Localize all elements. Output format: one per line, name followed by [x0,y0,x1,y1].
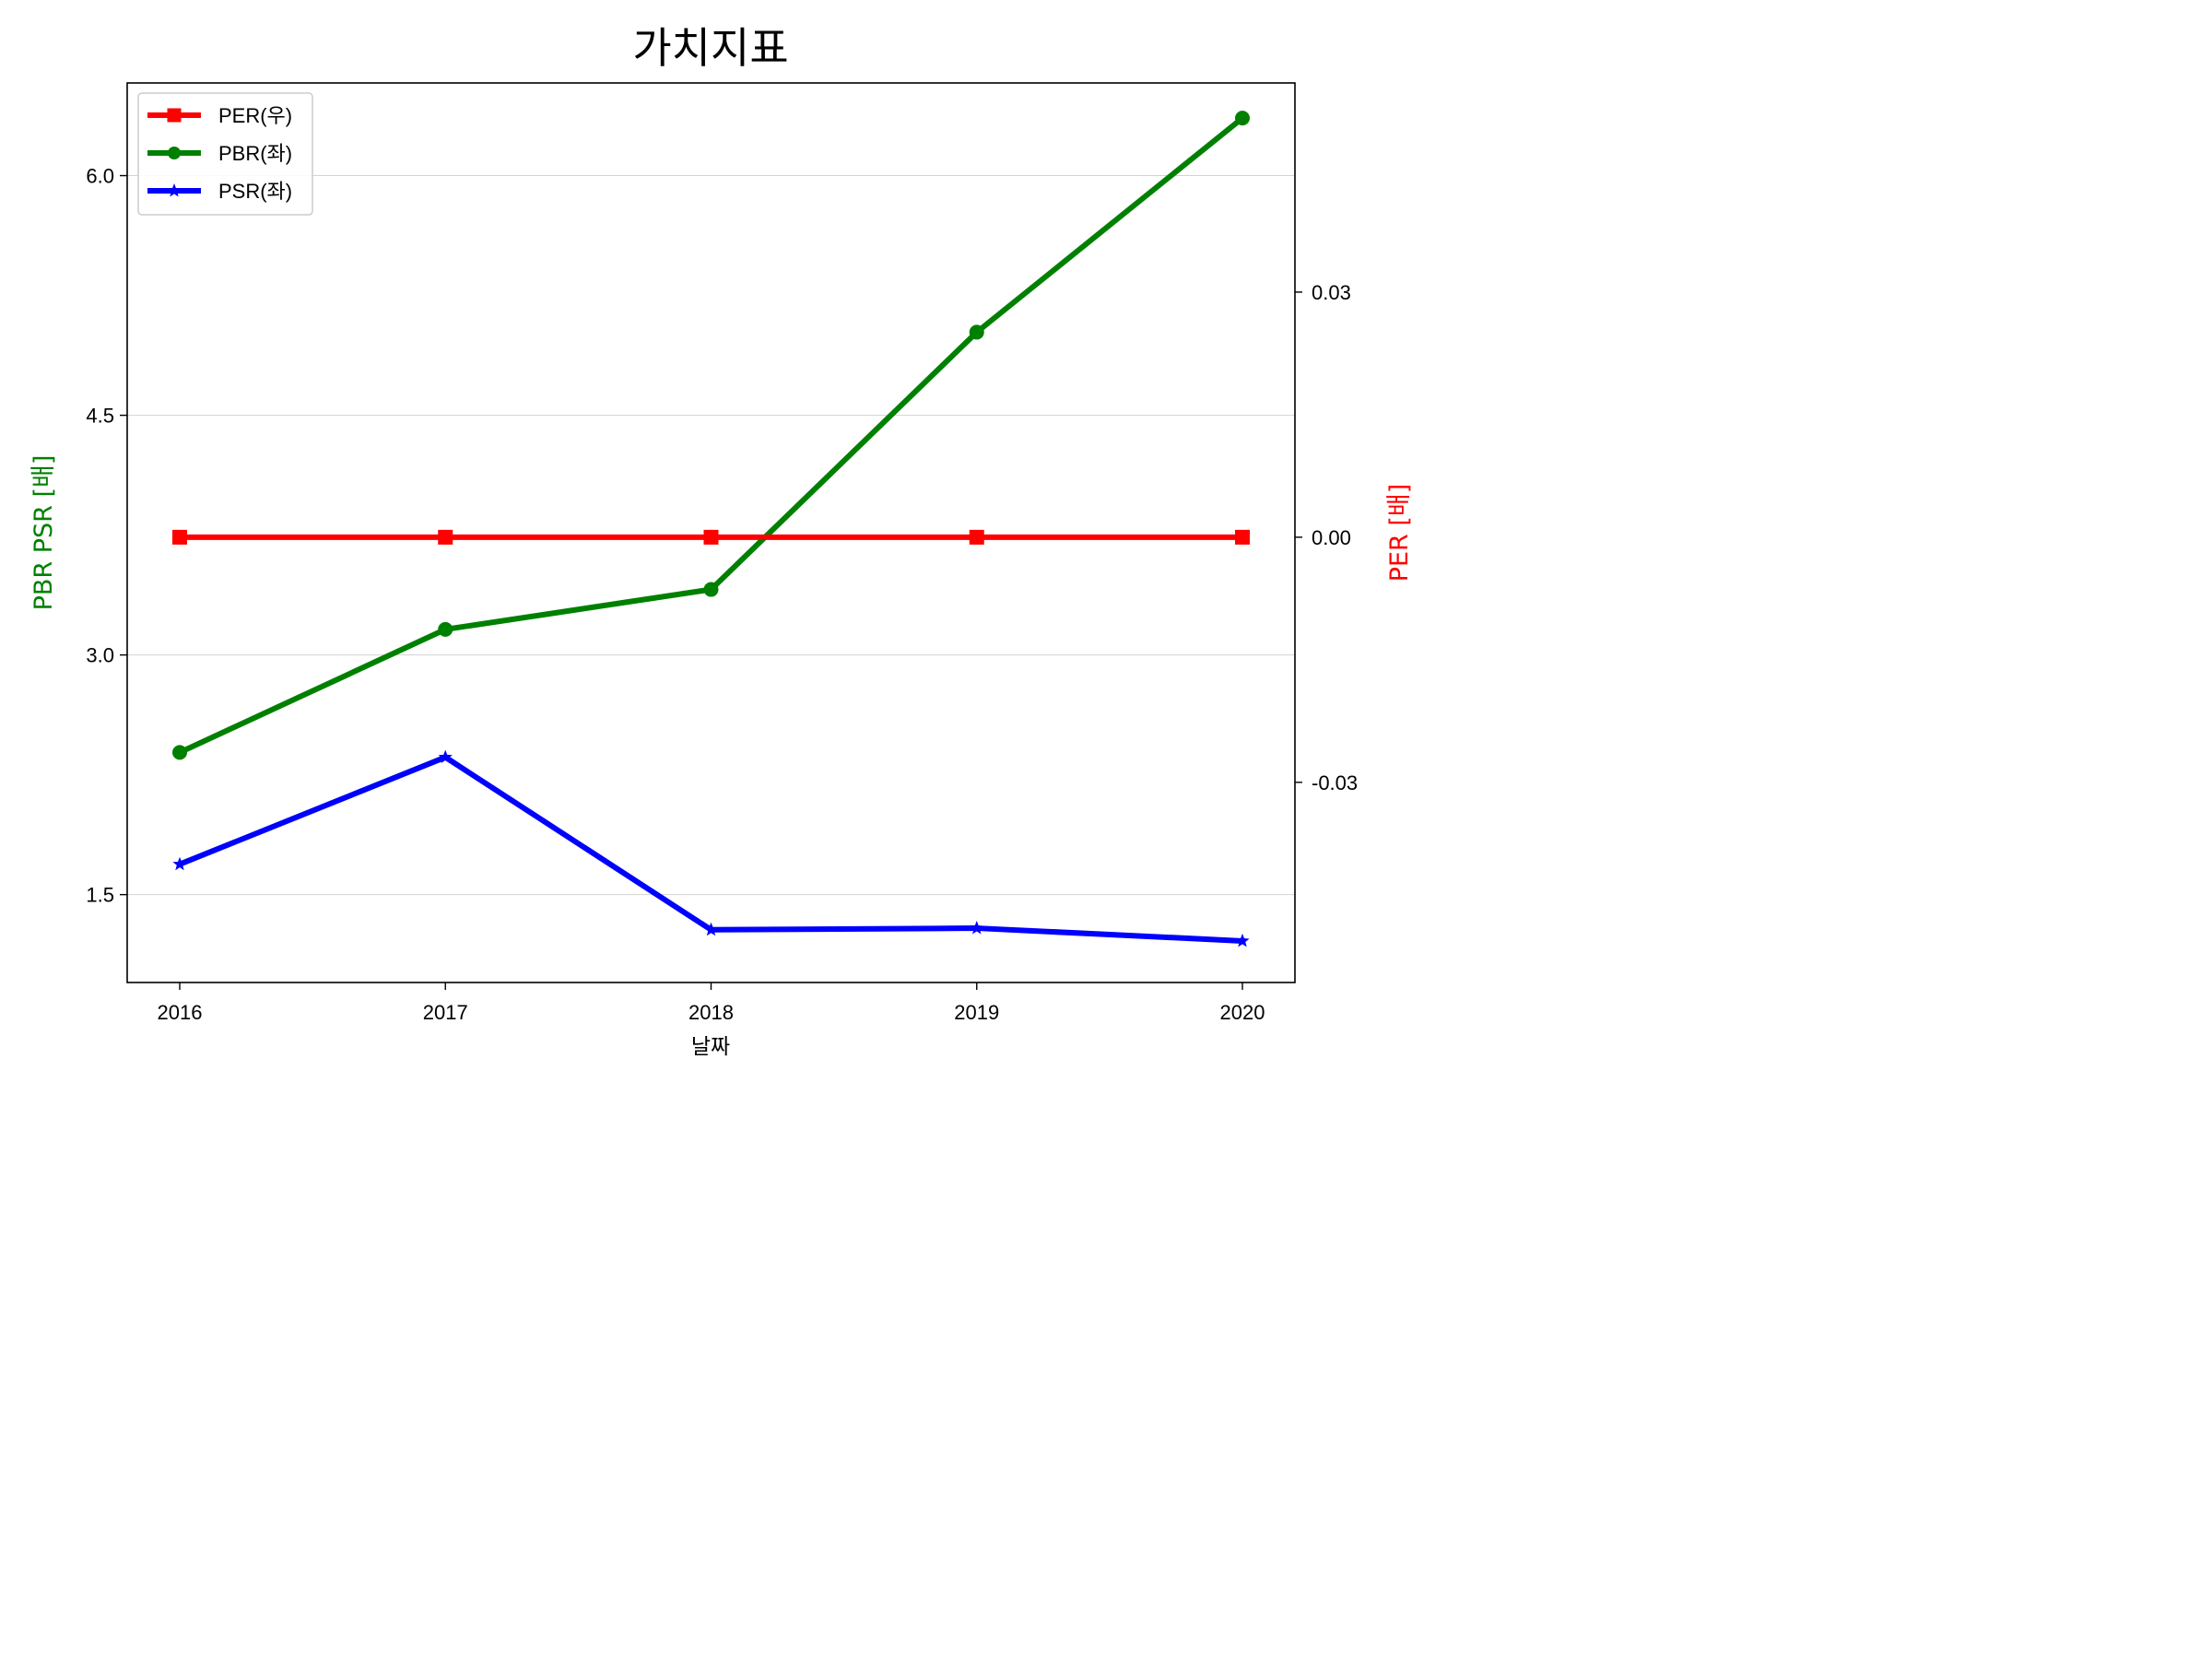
legend-marker-per [167,108,182,123]
data-point-pbr-2016 [172,745,187,760]
y-left-tick-label-3: 6.0 [86,165,114,188]
data-point-psr-2016 [172,856,187,871]
x-tick-label-2019: 2019 [954,1001,999,1024]
data-point-pbr-2020 [1235,111,1250,126]
chart-title: 가치지표 [632,23,788,73]
legend-label-psr: PSR(좌) [218,180,292,203]
y-axis-label-left: PBR PSR [배] [29,455,58,611]
data-point-pbr-2017 [438,621,453,637]
data-point-per-2020 [1235,529,1250,545]
y-left-tick-label-0: 1.5 [86,884,114,907]
axes: 2016 2017 2018 2019 2020 1.5 3.0 4.5 6.0 -0.03 0.0… [86,165,1358,1024]
y-left-tick-label-1: 3.0 [86,644,114,667]
x-tick-label-2016: 2016 [158,1001,203,1024]
value-indicator-chart: 가치지표 2016 2017 2018 2019 2020 1.5 3.0 4.5 6.0 -0.… [0,0,1441,1081]
data-point-psr-2018 [703,922,719,936]
x-axis-label: 날짜 [691,1034,730,1058]
data-point-per-2018 [703,529,719,545]
x-tick-label-2018: 2018 [688,1001,734,1024]
chart-container: 가치지표 2016 2017 2018 2019 2020 1.5 3.0 4.5 6.0 -0.… [0,0,1441,1081]
data-point-psr-2019 [970,921,984,935]
data-point-pbr-2019 [969,324,984,340]
legend-marker-pbr [168,147,181,159]
y-right-tick-label-1: 0.00 [1312,526,1351,549]
data-point-pbr-2018 [703,582,719,597]
data-point-per-2016 [172,529,187,545]
legend-label-pbr: PBR(좌) [218,142,292,165]
legend: PER(우) PBR(좌) PSR(좌) [137,92,313,216]
gridlines [127,175,1295,896]
y-left-tick-label-2: 4.5 [86,405,114,428]
series-per [172,529,1250,545]
series-psr [172,749,1250,947]
y-axis-label-right: PER [배] [1385,484,1414,582]
y-right-tick-label-2: 0.03 [1312,281,1351,304]
legend-label-per: PER(우) [218,104,292,127]
data-point-psr-2020 [1235,933,1250,947]
data-point-psr-2017 [438,749,453,764]
series-pbr [172,111,1250,760]
data-point-per-2019 [969,529,984,545]
x-tick-label-2017: 2017 [423,1001,468,1024]
y-right-tick-label-0: -0.03 [1312,771,1358,794]
legend-marker-psr [167,183,182,197]
data-point-per-2017 [438,529,453,545]
x-tick-label-2020: 2020 [1220,1001,1265,1024]
series-lines [172,111,1250,947]
legend-box [137,92,313,216]
